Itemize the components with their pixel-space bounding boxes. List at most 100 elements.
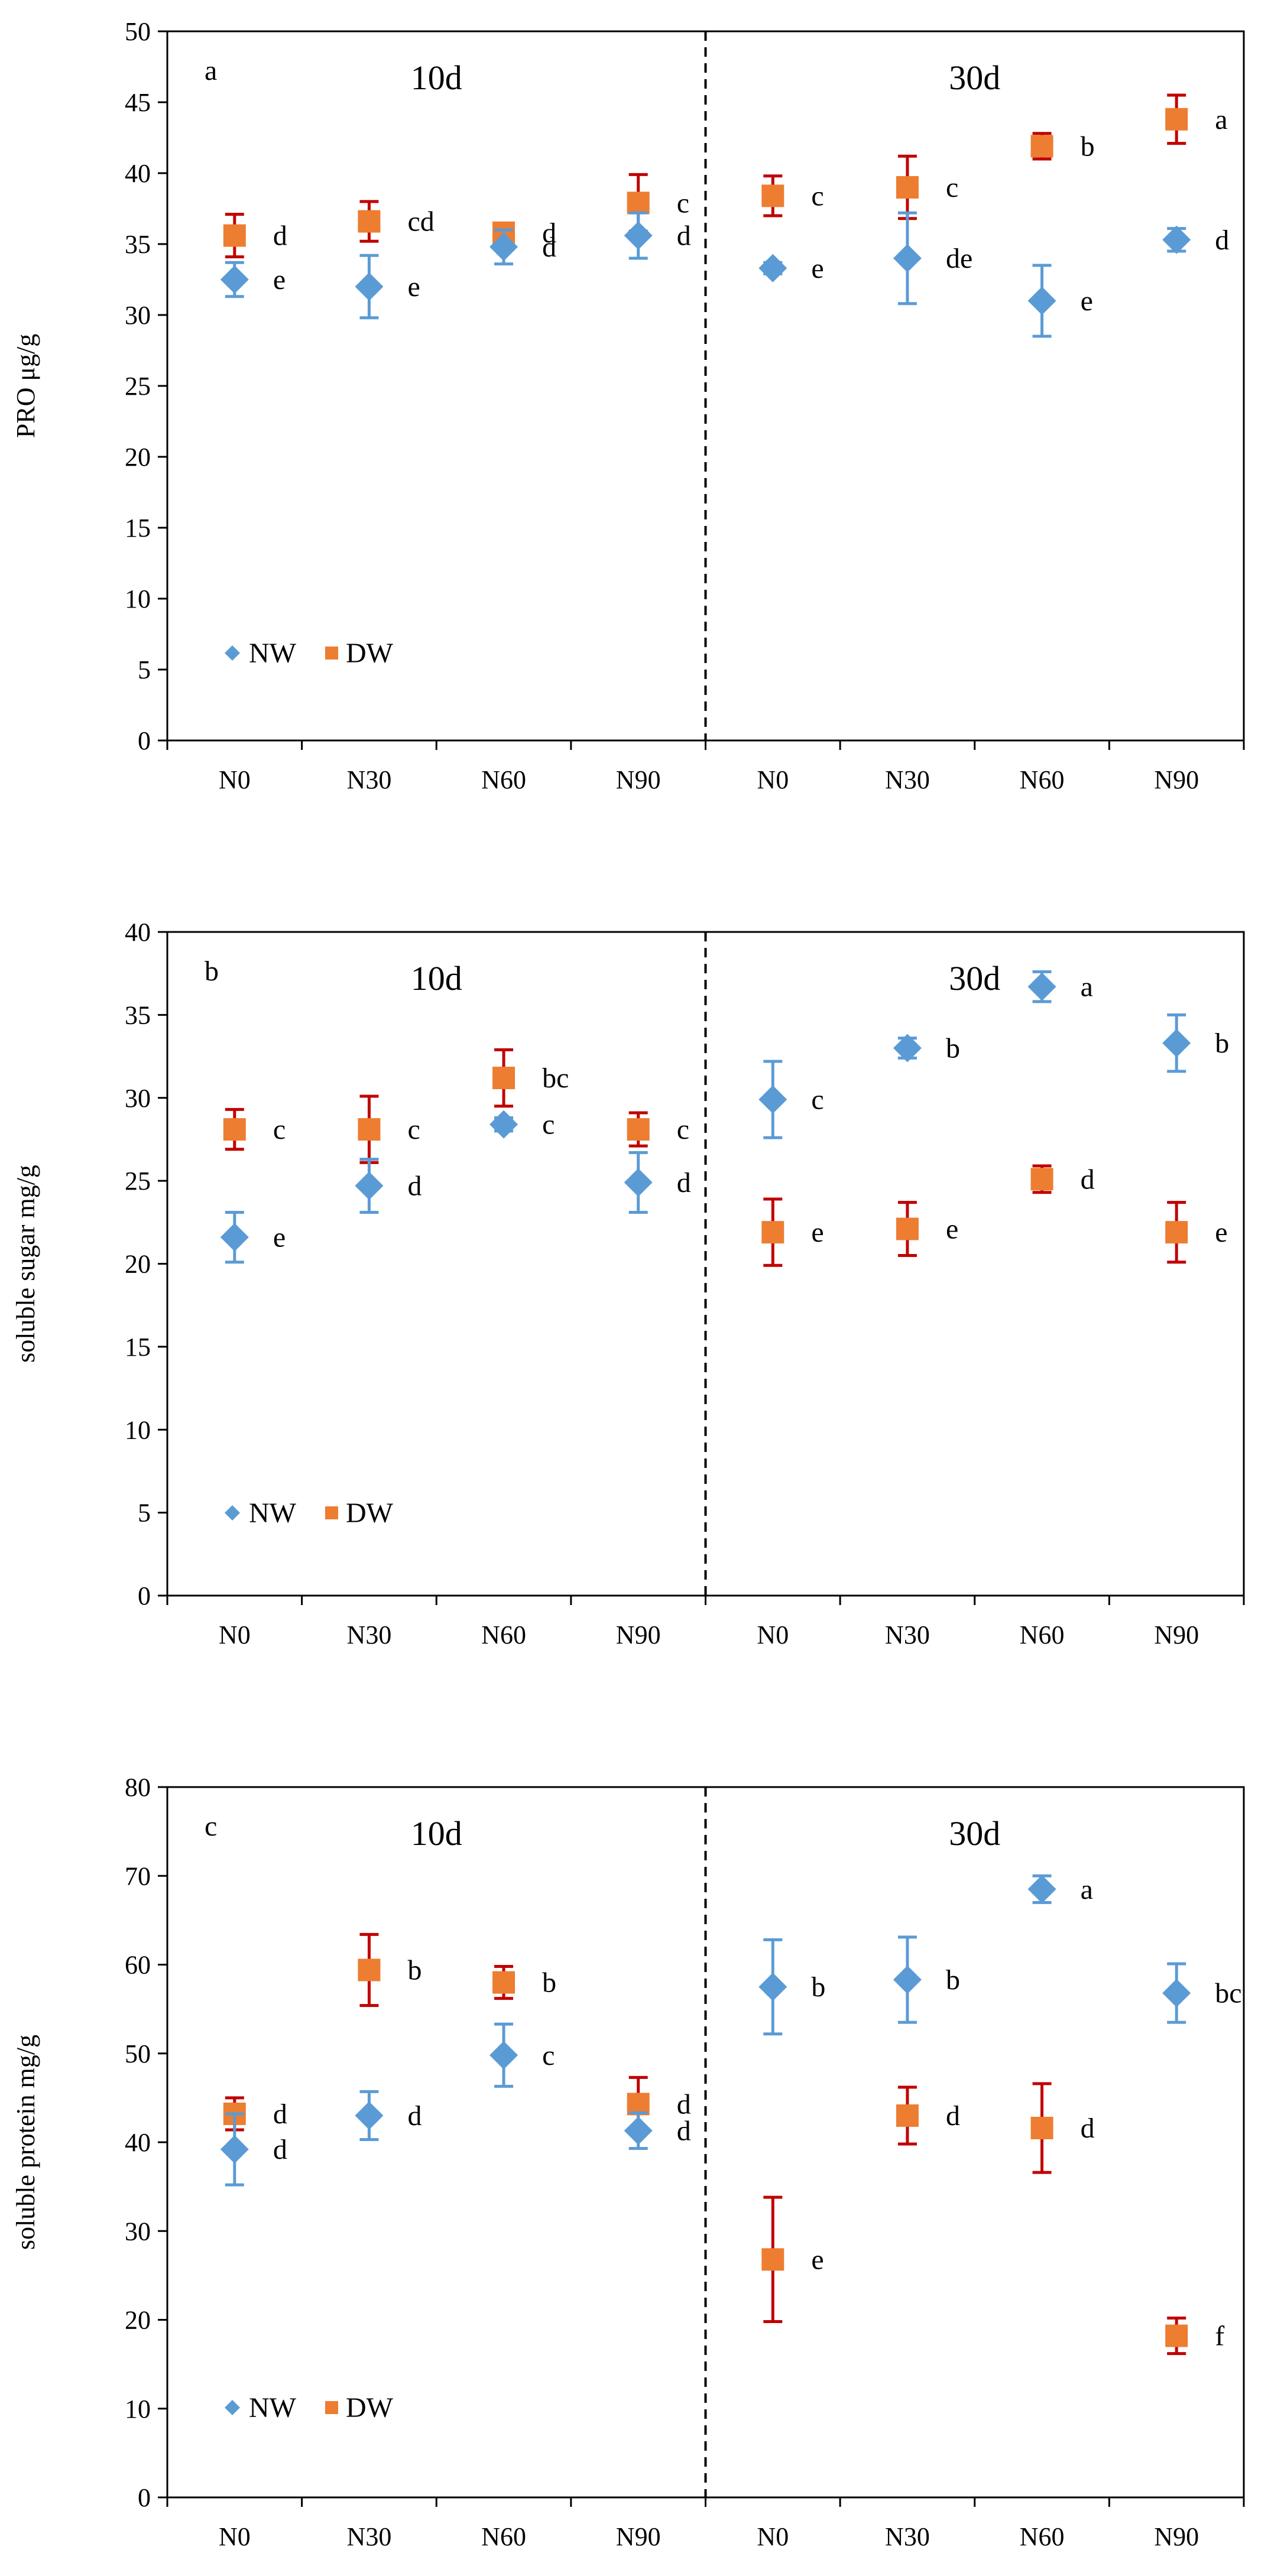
legend-nw-marker: [225, 1505, 240, 1521]
nw-sig-letter: d: [273, 2134, 287, 2165]
y-tick-label: 30: [125, 2217, 151, 2246]
x-tick-label: N30: [347, 765, 392, 794]
nw-point: [1027, 287, 1056, 315]
nw-sig-letter: a: [1081, 972, 1093, 1003]
nw-point: [355, 2101, 384, 2130]
dw-sig-letter: d: [273, 2099, 287, 2130]
y-tick-label: 10: [125, 1415, 151, 1444]
x-tick-label: N60: [1020, 765, 1065, 794]
dw-sig-letter: cd: [407, 206, 434, 238]
nw-sig-letter: e: [407, 271, 420, 303]
y-tick-label: 0: [138, 726, 151, 755]
nw-point: [1162, 225, 1191, 254]
nw-point: [1162, 1979, 1191, 2007]
dw-sig-letter: b: [1081, 131, 1095, 162]
dw-point: [896, 2104, 919, 2127]
dw-sig-letter: c: [273, 1114, 286, 1145]
y-tick-label: 20: [125, 2306, 151, 2335]
dw-sig-letter: b: [407, 1955, 421, 1986]
panel-letter: a: [205, 55, 217, 86]
nw-sig-letter: e: [273, 1222, 286, 1253]
x-tick-label: N90: [1154, 2522, 1199, 2551]
nw-point: [220, 2135, 249, 2164]
y-tick-label: 40: [125, 2128, 151, 2157]
legend-dw-marker: [325, 1506, 338, 1519]
x-tick-label: N30: [885, 765, 930, 794]
legend-nw-marker: [225, 2400, 240, 2415]
nw-point: [355, 272, 384, 301]
y-tick-label: 25: [125, 372, 151, 401]
dw-point: [1030, 135, 1053, 158]
dw-point: [627, 1118, 650, 1141]
dw-point: [761, 184, 784, 207]
nw-sig-letter: b: [946, 1033, 960, 1064]
x-tick-label: N90: [1154, 765, 1199, 794]
x-tick-label: N0: [219, 1620, 251, 1649]
dw-sig-letter: d: [273, 220, 287, 252]
nw-sig-letter: d: [542, 232, 556, 263]
x-tick-label: N0: [757, 1620, 789, 1649]
y-axis-label: PRO μg/g: [11, 334, 40, 438]
y-tick-label: 0: [138, 1581, 151, 1610]
legend-nw-label: NW: [249, 638, 297, 669]
nw-point: [893, 1034, 922, 1063]
nw-sig-letter: b: [1215, 1028, 1229, 1059]
dw-point: [1165, 108, 1188, 131]
y-tick-label: 35: [125, 1000, 151, 1029]
period-label: 10d: [411, 959, 462, 998]
panel-b: [158, 931, 1245, 1605]
dw-sig-letter: d: [1081, 2113, 1095, 2144]
panel-letter: c: [205, 1811, 217, 1842]
y-tick-label: 0: [138, 2483, 151, 2512]
dw-sig-letter: c: [946, 172, 958, 203]
dw-sig-letter: c: [677, 1114, 689, 1145]
legend-dw-marker: [325, 647, 338, 660]
dw-point: [492, 1971, 515, 1994]
nw-point: [489, 1110, 518, 1139]
y-tick-label: 25: [125, 1167, 151, 1196]
legend-dw-marker: [325, 2401, 338, 2414]
x-tick-label: N90: [616, 2522, 661, 2551]
y-tick-label: 10: [125, 584, 151, 613]
dw-point: [896, 176, 919, 199]
dw-point: [1165, 1221, 1188, 1244]
dw-sig-letter: bc: [542, 1063, 569, 1094]
y-axis-label: soluble protein mg/g: [11, 2035, 40, 2250]
panel-a: [158, 30, 1245, 750]
dw-sig-letter: d: [542, 217, 556, 249]
y-tick-label: 45: [125, 88, 151, 117]
period-label: 30d: [949, 959, 1000, 998]
nw-sig-letter: d: [407, 2100, 421, 2132]
period-label: 10d: [411, 1814, 462, 1853]
y-tick-label: 30: [125, 1084, 151, 1113]
nw-sig-letter: bc: [1215, 1978, 1241, 2009]
dw-sig-letter: a: [1215, 104, 1227, 135]
y-tick-label: 50: [125, 17, 151, 46]
nw-point: [758, 254, 787, 282]
y-tick-label: 40: [125, 159, 151, 188]
y-tick-label: 35: [125, 230, 151, 259]
y-tick-label: 5: [138, 655, 151, 684]
nw-point: [624, 1168, 653, 1197]
y-tick-label: 5: [138, 1499, 151, 1528]
dw-sig-letter: d: [1081, 1164, 1095, 1195]
nw-point: [893, 244, 922, 272]
nw-sig-letter: b: [811, 1971, 825, 2003]
dw-sig-letter: b: [542, 1967, 556, 1999]
dw-point: [1030, 1168, 1053, 1191]
legend-dw-label: DW: [346, 2392, 394, 2424]
nw-point: [893, 1966, 922, 1994]
y-tick-label: 60: [125, 1951, 151, 1980]
dw-point: [896, 1217, 919, 1240]
nw-sig-letter: d: [407, 1171, 421, 1202]
dw-point: [223, 224, 246, 247]
dw-point: [492, 1067, 515, 1090]
x-tick-label: N60: [481, 1620, 526, 1649]
x-tick-label: N60: [1020, 1620, 1065, 1649]
dw-sig-letter: e: [946, 1214, 958, 1245]
dw-sig-letter: c: [407, 1114, 420, 1145]
nw-sig-letter: d: [1215, 225, 1229, 256]
legend-nw-marker: [225, 645, 240, 661]
x-tick-label: N60: [1020, 2522, 1065, 2551]
